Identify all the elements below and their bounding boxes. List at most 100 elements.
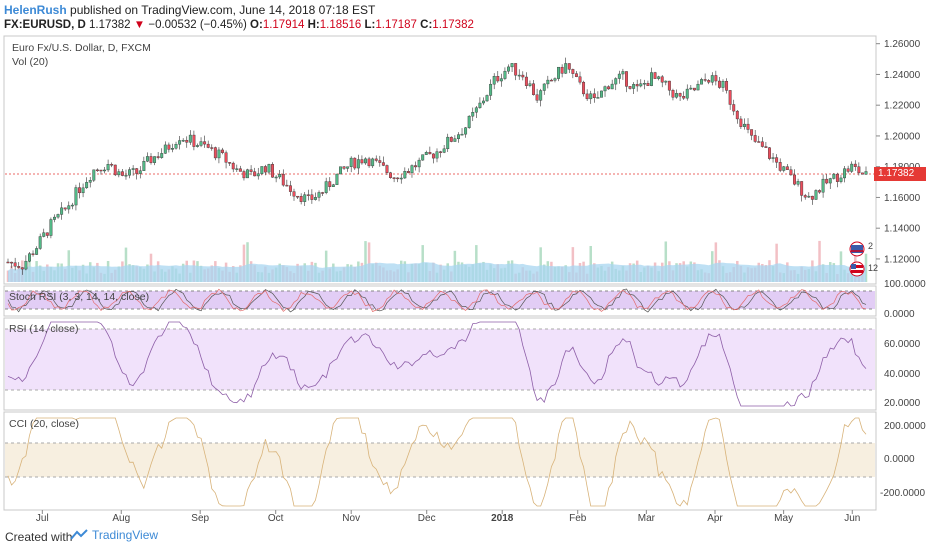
candle-body [392,177,396,179]
candle-body [396,177,400,180]
time-axis[interactable]: Jul Aug Sep Oct Nov Dec 2018 Feb Mar Apr May Jun [36,510,860,524]
candle-body [435,151,439,159]
candle-body [632,84,636,89]
candle-body [342,166,346,169]
candle-body [92,169,96,181]
candle-body [199,141,203,146]
candle-body [614,78,618,85]
candle-body [374,158,378,161]
candle-body [789,169,793,176]
candle-body [163,144,167,154]
open-value: 1.17914 [262,19,305,31]
candle-body [339,166,342,175]
candles [6,57,868,275]
candle-body [514,63,518,76]
chart-canvas[interactable]: 1.260001.240001.220001.200001.180001.160… [0,0,932,524]
candle-body [131,168,135,170]
candle-body [249,169,253,172]
candle-body [735,110,739,120]
tradingview-link[interactable]: TradingView [70,528,158,542]
candle-body [460,133,464,136]
candle-body [489,83,493,96]
event-badge-us-flag-icon[interactable] [849,261,865,277]
time-tick-label: Jul [36,513,49,524]
candle-body [617,73,621,79]
candle-body [142,161,146,171]
candle-body [685,88,689,99]
candle-body [10,261,14,264]
candle-body [621,71,625,75]
candle-body [421,154,425,161]
time-tick-label: Apr [707,513,723,524]
time-tick-label: Sep [191,513,209,524]
candle-body [45,232,49,236]
candle-body [267,164,271,173]
candle-body [785,166,789,170]
event-badge-flag-icon[interactable] [849,241,865,257]
candle-body [485,95,489,102]
volume-bar [364,241,367,282]
candle-body [846,168,850,172]
time-tick-label: Aug [112,513,130,524]
candle-body [364,158,367,164]
candle-body [235,168,239,170]
volume-bar [775,243,778,282]
candle-body [700,79,704,85]
current-price-tag: 1.17382 [874,167,926,181]
candle-body [746,123,750,130]
time-tick-label: 2018 [491,513,514,524]
price-axis[interactable]: 1.260001.240001.220001.200001.180001.160… [876,39,921,265]
candle-body [414,165,418,168]
candle-body [185,139,189,143]
candle-body [671,90,675,98]
candle-body [585,93,589,100]
candle-body [539,90,543,101]
candle-body [821,178,825,193]
stoch-band [5,291,875,309]
candle-body [803,195,807,198]
price-tick-label: 1.24000 [884,70,921,81]
candle-body [260,166,264,174]
author-link[interactable]: HelenRush [4,3,67,17]
candle-body [378,160,382,163]
candle-body [689,87,693,90]
candle-body [710,75,714,83]
candle-body [335,173,339,185]
candle-body [492,76,496,85]
candle-body [814,190,818,200]
candle-body [38,236,42,249]
candle-body [292,191,296,197]
candle-body [135,168,139,174]
candle-body [81,187,85,194]
candle-body [660,76,664,83]
candle-body [835,173,839,182]
stoch-tick-0: 0.0000 [884,309,915,320]
stoch-pane-frame [3,285,877,317]
candle-body [170,148,174,150]
brand-label: TradingView [92,528,159,542]
price-change: −0.00532 (−0.45%) [148,19,247,31]
candle-body [85,182,89,189]
candle-body [138,170,142,174]
candle-body [560,66,564,74]
candle-body [217,149,221,159]
candle-body [764,146,768,148]
candle-body [775,157,779,163]
candle-body [800,181,804,196]
candle-body [753,135,757,142]
candle-body [771,157,775,159]
candle-body [35,248,39,255]
candle-body [714,75,718,82]
time-tick-label: Mar [638,513,656,524]
candle-body [360,159,364,164]
time-tick-label: Dec [418,513,436,524]
cci-tick-minus-200: -200.0000 [880,488,926,499]
candle-body [206,143,210,148]
candle-body [399,177,403,180]
created-with-text: Created with [5,530,73,544]
candle-body [117,171,121,176]
candle-body [828,178,832,184]
candle-body [592,93,596,99]
candle-body [549,79,553,82]
candle-body [288,185,292,192]
